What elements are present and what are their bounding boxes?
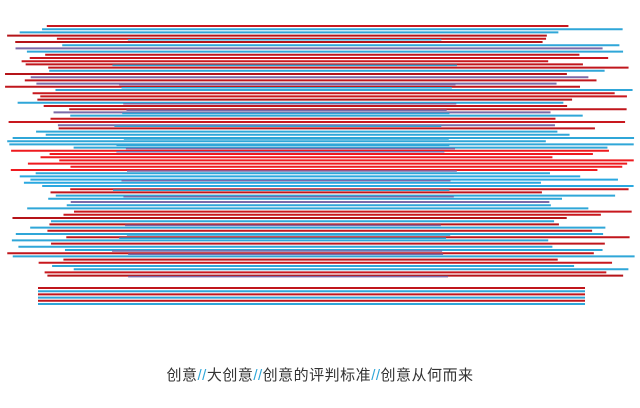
- stripe-art: [5, 25, 635, 305]
- caption: 创意//大创意//创意的评判标准//创意从何而来: [0, 364, 640, 385]
- caption-separator: //: [371, 367, 381, 384]
- caption-part: 大创意: [206, 367, 254, 384]
- caption-part: 创意的评判标准: [262, 367, 372, 384]
- caption-part: 创意: [166, 367, 198, 384]
- caption-separator: //: [253, 367, 263, 384]
- caption-separator: //: [197, 367, 207, 384]
- caption-part: 创意从何而来: [380, 367, 474, 384]
